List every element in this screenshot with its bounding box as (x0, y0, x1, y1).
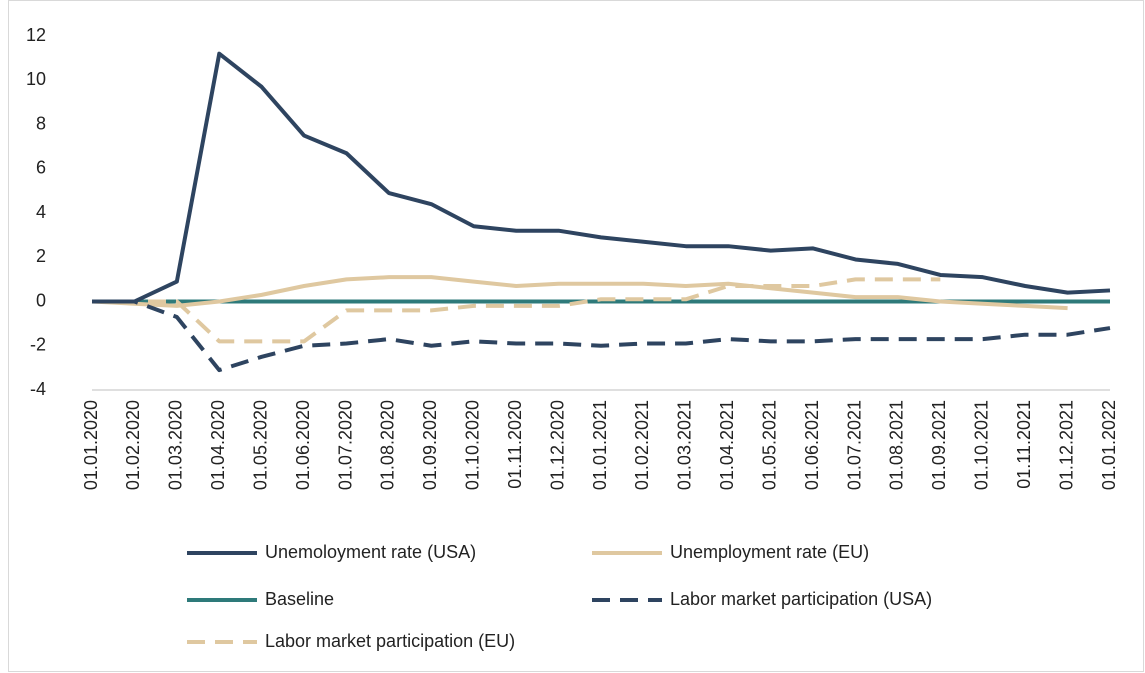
chart-frame (8, 0, 1144, 672)
x-tick-label: 01.03.2020 (166, 400, 186, 490)
x-tick-label: 01.02.2021 (632, 400, 652, 490)
x-tick-label: 01.09.2021 (929, 400, 949, 490)
x-tick-label: 01.04.2020 (208, 400, 228, 490)
series-line (92, 51, 1111, 304)
x-tick-label: 01.11.2020 (505, 400, 525, 489)
x-tick-label: 01.10.2021 (972, 400, 992, 490)
x-tick-label: 01.08.2021 (887, 400, 907, 490)
legend-label: Baseline (265, 589, 334, 609)
y-tick-label: 10 (26, 69, 46, 89)
y-tick-label: 0 (36, 290, 46, 310)
y-tick-label: 12 (26, 25, 46, 45)
legend-label: Unemoloyment rate (USA) (265, 542, 476, 562)
legend-label: Labor market participation (EU) (265, 631, 515, 651)
y-tick-label: 2 (36, 246, 46, 266)
x-tick-label: 01.03.2021 (675, 400, 695, 490)
x-tick-label: 01.06.2021 (802, 400, 822, 490)
x-tick-label: 01.07.2021 (844, 400, 864, 490)
x-tick-label: 01.02.2020 (123, 400, 143, 490)
x-tick-label: 01.06.2020 (293, 400, 313, 490)
x-tick-label: 01.09.2020 (420, 400, 440, 490)
y-tick-label: -2 (30, 335, 46, 355)
x-tick-label: 01.01.2020 (81, 400, 101, 490)
x-tick-label: 01.01.2021 (590, 400, 610, 490)
x-tick-label: 01.07.2020 (335, 400, 355, 490)
x-tick-label: 01.11.2021 (1014, 400, 1034, 489)
x-tick-label: 01.05.2021 (759, 400, 779, 490)
x-tick-label: 01.01.2022 (1099, 400, 1119, 490)
x-tick-label: 01.04.2021 (717, 400, 737, 490)
series-line (91, 275, 1068, 311)
y-tick-label: 4 (36, 202, 46, 222)
y-tick-label: 6 (36, 158, 46, 178)
x-tick-label: 01.08.2020 (378, 400, 398, 490)
x-tick-label: 01.12.2021 (1056, 400, 1076, 490)
y-tick-label: 8 (36, 113, 46, 133)
series-line (92, 277, 941, 344)
y-tick-label: -4 (30, 379, 46, 399)
legend-label: Unemployment rate (EU) (670, 542, 869, 562)
x-tick-label: 01.12.2020 (547, 400, 567, 490)
series-line (92, 299, 1111, 373)
x-tick-label: 01.05.2020 (250, 400, 270, 490)
legend-label: Labor market participation (USA) (670, 589, 932, 609)
x-tick-label: 01.10.2020 (463, 400, 483, 490)
